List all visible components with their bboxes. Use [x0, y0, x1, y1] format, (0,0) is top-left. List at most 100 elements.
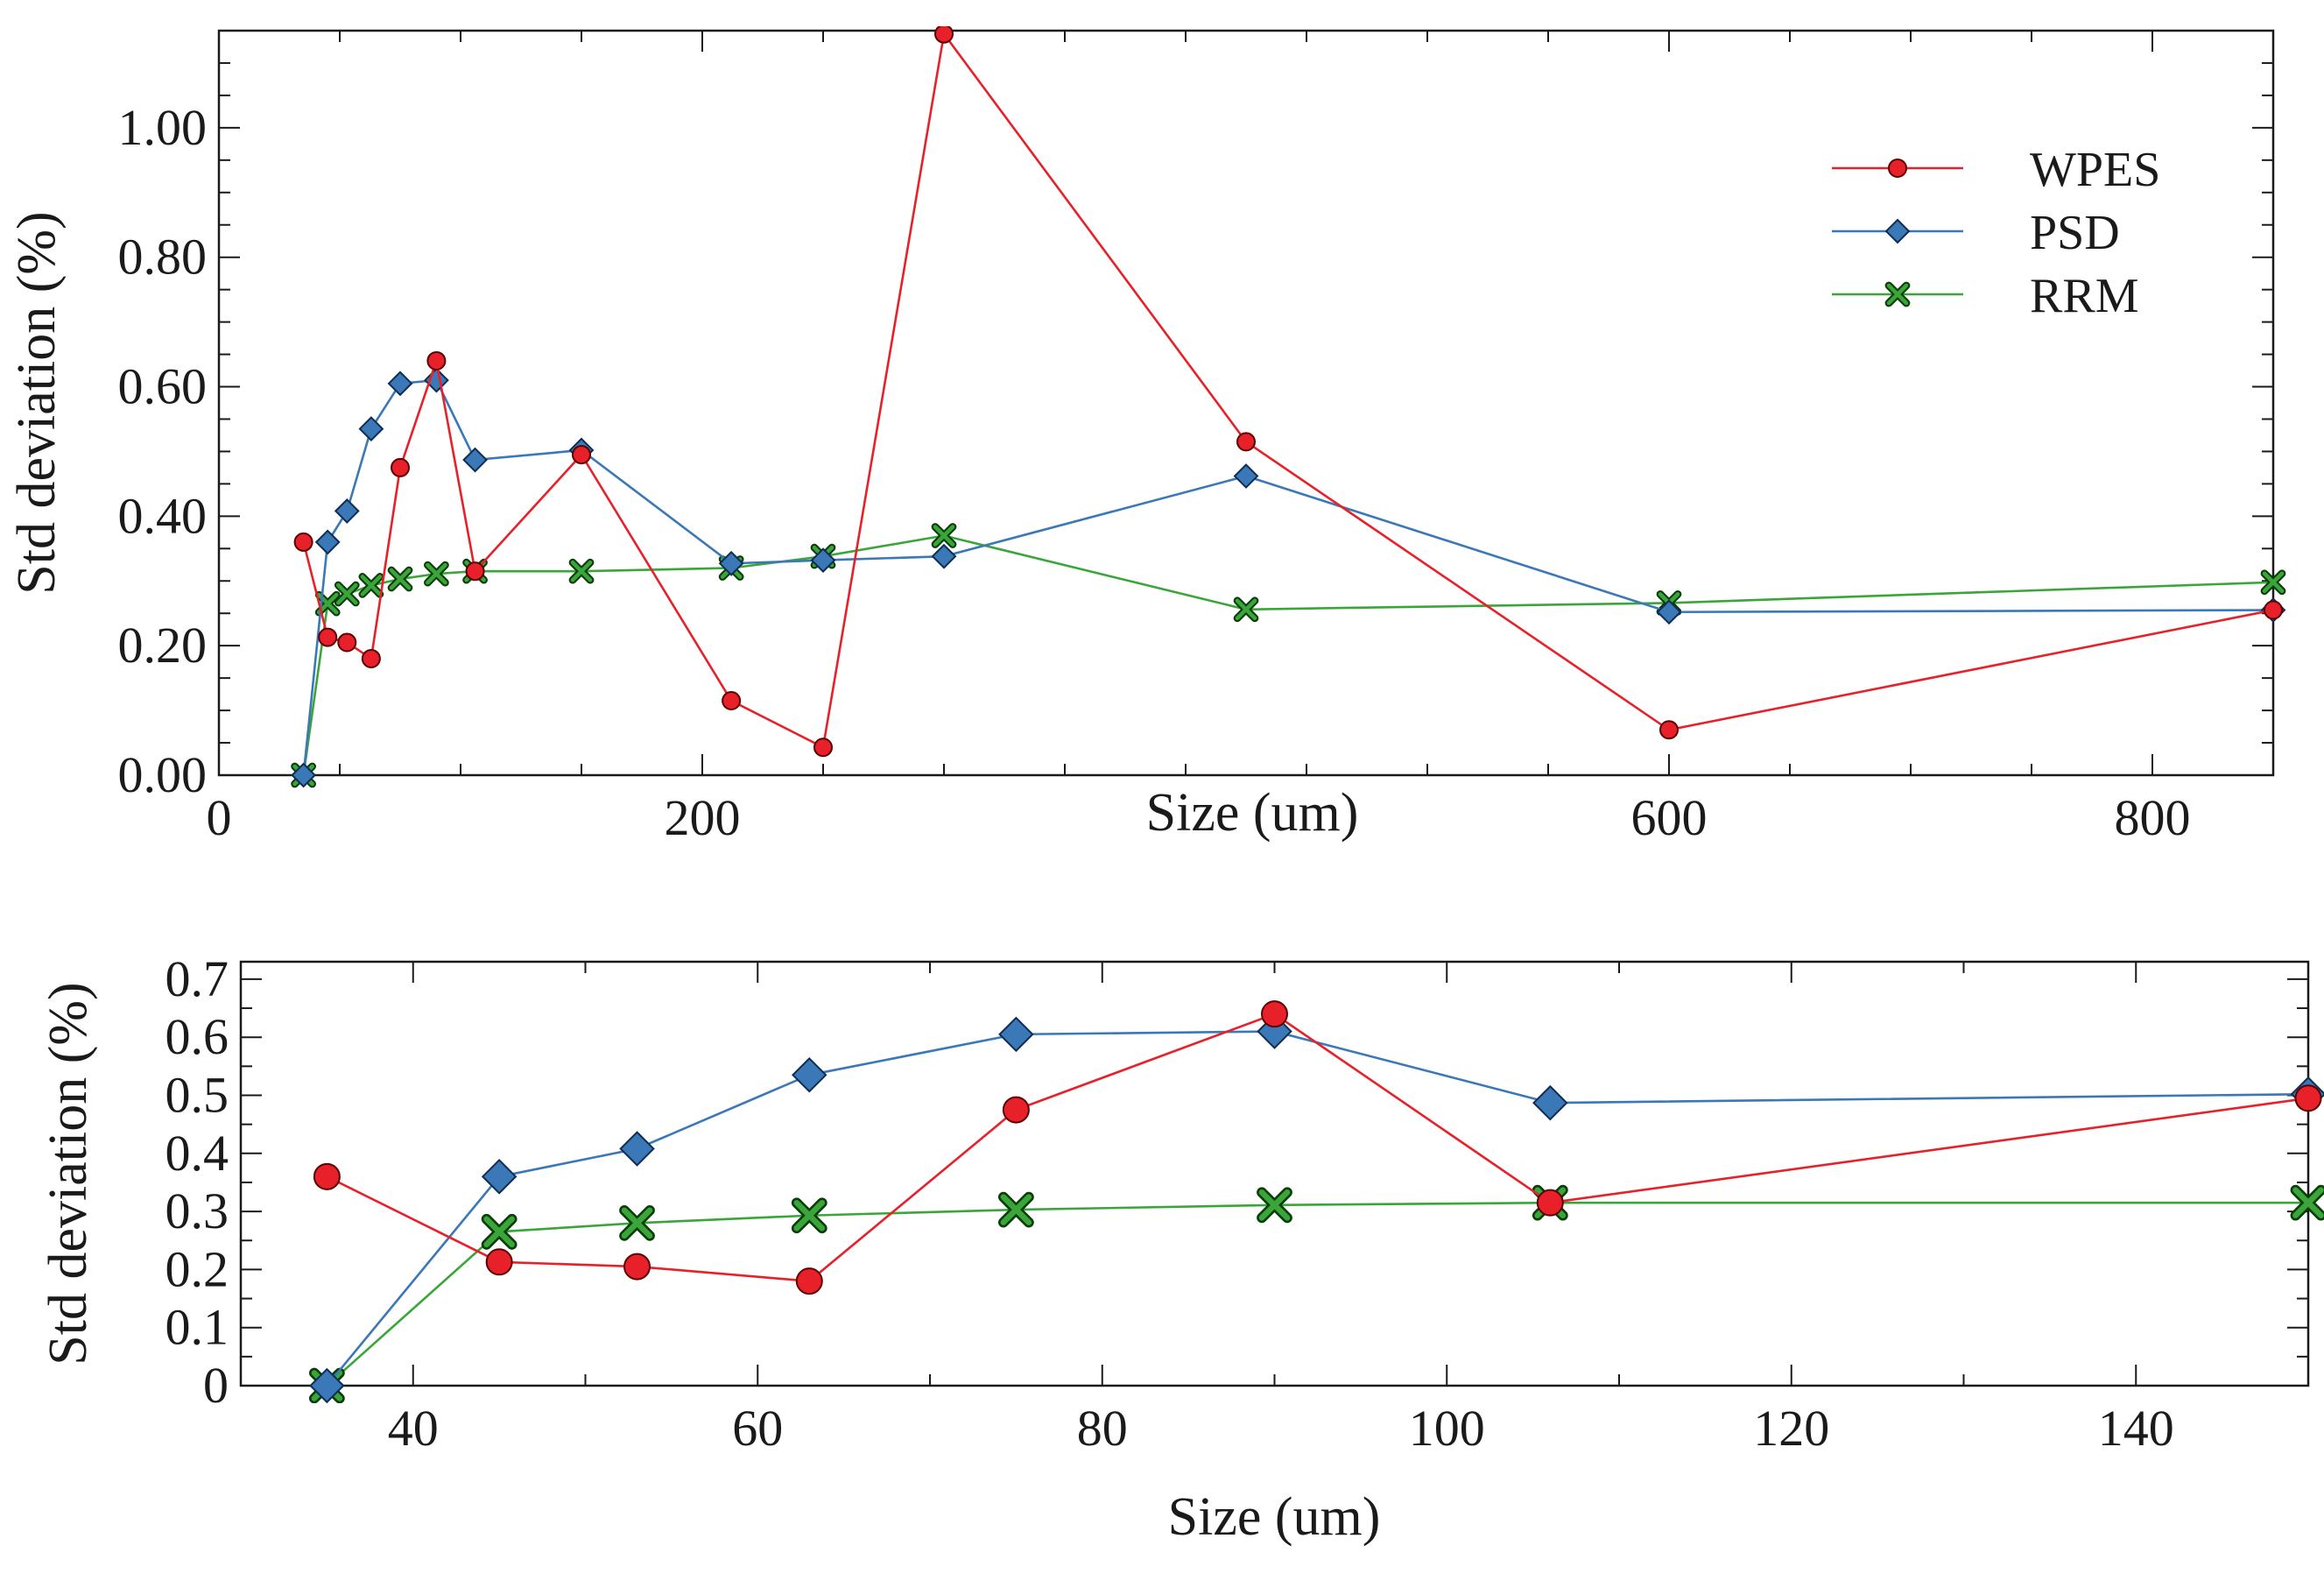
series-line-psd — [302, 378, 2274, 776]
data-point-wpes — [795, 1267, 823, 1295]
data-point-psd — [334, 498, 360, 524]
x-tick-label: 0 — [207, 789, 232, 846]
y-tick-label: 0.7 — [165, 950, 229, 1007]
legend-label-rrm: RRM — [2030, 269, 2139, 323]
data-point-wpes — [426, 350, 447, 371]
data-point-rrm — [387, 566, 413, 592]
y-tick-label: 0.3 — [165, 1182, 229, 1239]
data-point-wpes — [2264, 600, 2283, 620]
data-point-psd — [423, 367, 449, 393]
data-point-rrm — [1233, 596, 1259, 623]
chart-panel-2: 40 60 80 100 120 140 00.10.20.30.40.50.60.7 Siz… — [39, 950, 2324, 1547]
series-line-psd — [326, 1030, 2309, 1387]
data-point-wpes — [1659, 720, 1679, 740]
data-point-rrm-fill-b — [389, 568, 412, 590]
series-line-wpes — [326, 1013, 2309, 1282]
x-tick-label: 100 — [1409, 1400, 1485, 1457]
chart-panel-1: 0 200 600 800 0.00 0.20 0.40 0.60 0.80 1.00 Size (… — [7, 26, 2286, 846]
data-point-wpes — [361, 648, 381, 668]
data-point-rrm-fill-b — [933, 525, 955, 547]
series-psd — [309, 1013, 2324, 1403]
data-point-psd — [619, 1131, 655, 1167]
legend-marker-wpes — [1888, 159, 1907, 178]
data-point-psd — [1532, 1084, 1568, 1121]
data-point-psd — [810, 547, 836, 574]
legend-label-psd: PSD — [2030, 206, 2120, 260]
data-point-rrm-fill-b — [1258, 1189, 1291, 1221]
data-point-psd — [931, 543, 957, 569]
data-point-wpes — [1261, 1000, 1288, 1028]
data-point-rrm-fill-b — [483, 1216, 515, 1248]
data-point-wpes — [318, 627, 338, 647]
y-tick-label: 0 — [203, 1357, 229, 1414]
legend-marker-rrm-fill-b — [1886, 283, 1909, 306]
x-tick-label: 60 — [732, 1400, 783, 1457]
data-point-rrm — [568, 558, 595, 584]
data-point-wpes — [337, 632, 357, 653]
data-point-rrm-fill-b — [1000, 1194, 1032, 1225]
data-point-wpes — [1236, 432, 1256, 452]
data-point-rrm — [334, 581, 360, 607]
series-rrm — [308, 1184, 2324, 1403]
data-point-rrm — [2260, 569, 2286, 596]
data-point-rrm-fill-b — [570, 560, 593, 582]
x-tick-label: 120 — [1753, 1400, 1829, 1457]
y-tick-label: 0.2 — [165, 1240, 229, 1297]
data-point-psd — [309, 1367, 345, 1403]
y-axis-label: Std deviation (%) — [7, 211, 67, 594]
data-point-rrm-fill-b — [2262, 571, 2285, 593]
series-line-wpes — [302, 31, 2274, 750]
data-point-rrm-fill-b — [793, 1199, 826, 1232]
data-point-rrm-fill-b — [1235, 598, 1257, 621]
data-point-wpes — [934, 26, 954, 44]
y-tick-label: 0.40 — [118, 487, 208, 544]
data-point-wpes — [313, 1162, 341, 1190]
data-point-rrm — [1257, 1187, 1292, 1224]
legend: WPES PSD RRM — [1832, 143, 2160, 323]
series-line-rrm — [302, 534, 2274, 776]
data-point-rrm-fill-b — [336, 582, 358, 605]
y-tick-label: 0.80 — [118, 229, 208, 286]
x-tick-label: 40 — [388, 1400, 439, 1457]
data-point-rrm — [791, 1197, 827, 1234]
data-point-rrm — [358, 573, 384, 598]
data-point-psd — [718, 550, 744, 576]
y-tick-label: 1.00 — [118, 99, 208, 156]
x-tick-label: 140 — [2098, 1400, 2174, 1457]
data-point-rrm — [481, 1213, 518, 1250]
data-point-wpes — [572, 445, 591, 465]
data-point-rrm-fill-b — [426, 562, 447, 585]
data-point-wpes — [813, 738, 833, 758]
data-point-psd — [1656, 599, 1682, 625]
data-point-wpes — [1536, 1189, 1564, 1217]
y-axis-label: Std deviation (%) — [39, 982, 98, 1365]
data-point-psd — [1233, 463, 1259, 489]
x-tick-label: 200 — [665, 789, 741, 846]
x-tick-label: 600 — [1631, 789, 1708, 846]
data-point-rrm-fill-b — [621, 1207, 653, 1239]
y-tick-label: 0.4 — [165, 1125, 229, 1182]
data-point-wpes — [485, 1248, 513, 1276]
data-point-psd — [462, 447, 488, 473]
x-axis-label: Size (um) — [1168, 1487, 1381, 1547]
series-line-rrm — [326, 1201, 2308, 1387]
data-point-psd — [792, 1057, 827, 1093]
data-point-psd — [481, 1159, 518, 1195]
y-tick-label: 0.20 — [118, 617, 208, 674]
y-tick-label: 0.1 — [165, 1299, 229, 1356]
plot-frame — [217, 29, 2275, 777]
data-point-wpes — [1002, 1096, 1030, 1124]
x-tick-label: 800 — [2115, 789, 2191, 846]
legend-label-wpes: WPES — [2030, 143, 2160, 197]
data-point-rrm-fill-b — [2292, 1187, 2324, 1218]
data-point-psd — [314, 529, 341, 555]
series-rrm — [291, 523, 2286, 788]
data-point-rrm — [931, 523, 957, 548]
data-point-rrm — [424, 561, 449, 587]
x-tick-label: 80 — [1077, 1400, 1128, 1457]
series-wpes — [293, 26, 2283, 758]
legend-marker-rrm — [1884, 281, 1911, 307]
data-point-rrm — [619, 1204, 655, 1241]
